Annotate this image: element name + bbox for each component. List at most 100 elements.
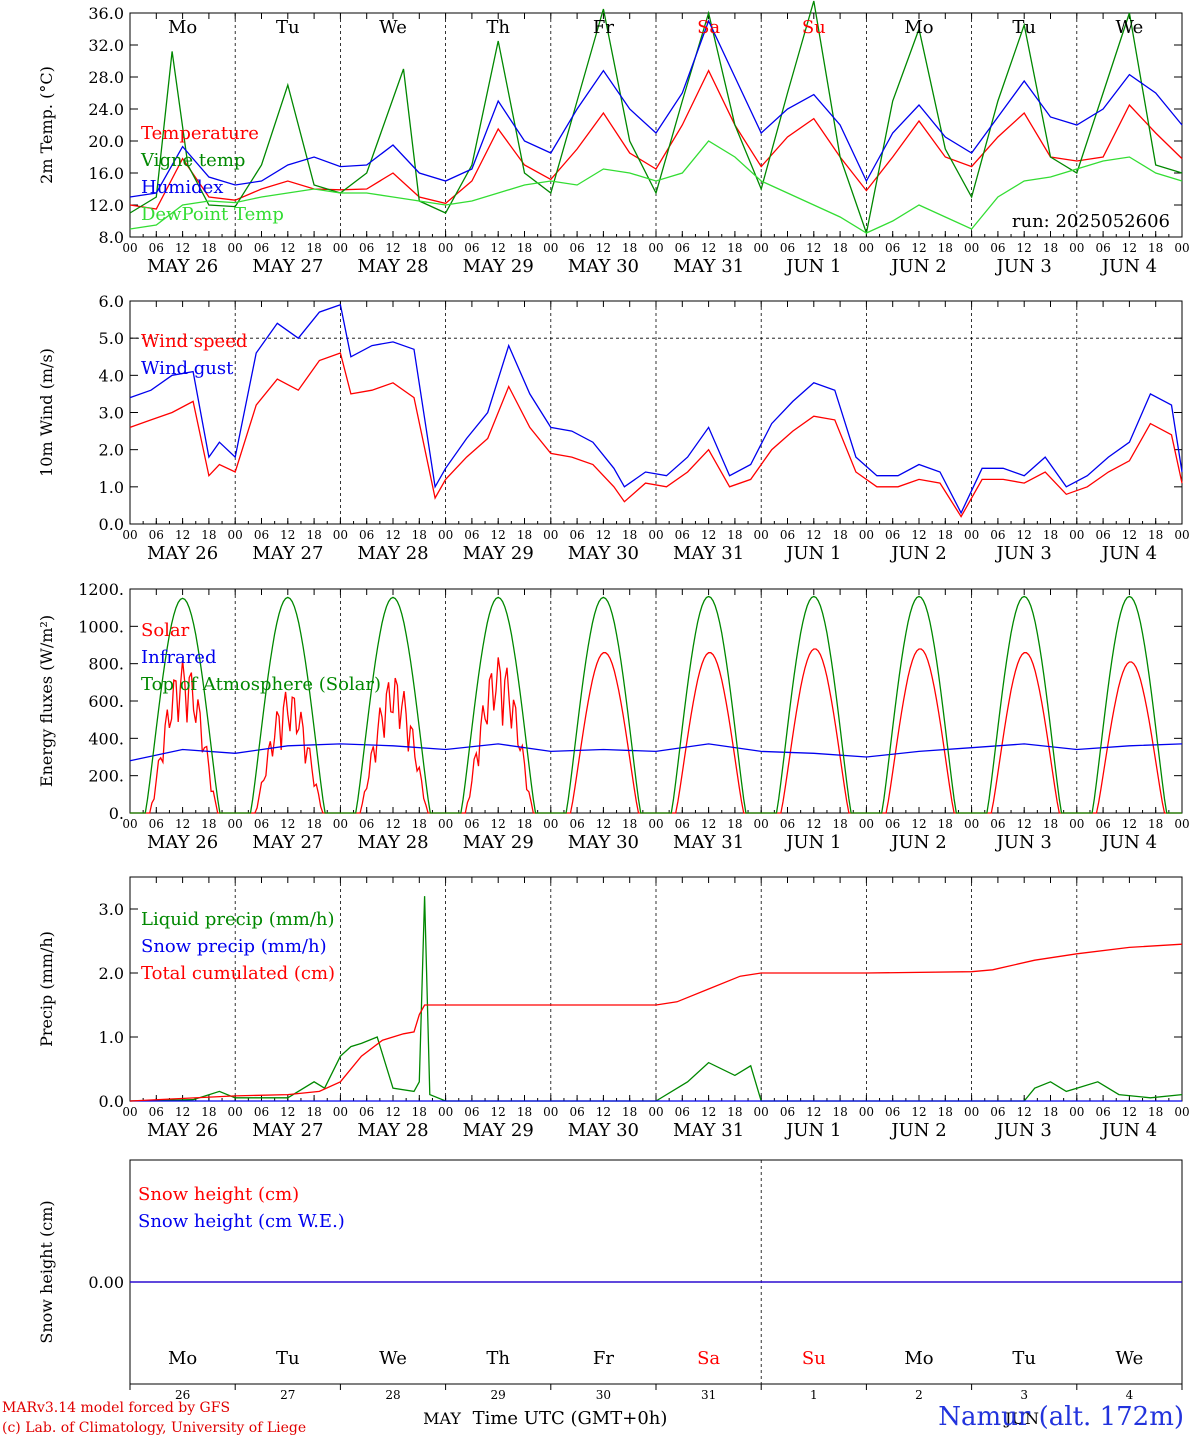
hour-tick-label: 06 [359, 817, 374, 831]
hour-tick-label: 18 [201, 241, 216, 255]
hour-tick-label: 18 [832, 817, 847, 831]
y-axis-label: 10m Wind (m/s) [37, 348, 56, 477]
hour-tick-label: 18 [412, 1105, 427, 1119]
hour-tick-label: 00 [333, 817, 348, 831]
hour-tick-label: 12 [701, 817, 716, 831]
day-of-week-label: Mo [904, 1348, 933, 1369]
hour-tick-label: 00 [438, 817, 453, 831]
series-line-dewpoint-temp [129, 140, 1183, 234]
hour-tick-label: 18 [727, 241, 742, 255]
day-number-label: 31 [701, 1388, 716, 1402]
day-of-week-label: We [1116, 1348, 1144, 1369]
day-of-week-label: Mo [168, 17, 197, 38]
hour-tick-label: 06 [1095, 1105, 1110, 1119]
hour-tick-label: 06 [464, 817, 479, 831]
date-label: JUN 2 [889, 1120, 946, 1141]
hour-tick-label: 06 [149, 241, 164, 255]
date-label: JUN 1 [784, 543, 841, 564]
y-tick-label: 3.0 [99, 404, 124, 423]
hour-tick-label: 18 [306, 528, 321, 542]
hour-tick-label: 12 [1122, 817, 1137, 831]
hour-tick-label: 18 [622, 1105, 637, 1119]
series-line-vigne-temp [129, 0, 1183, 236]
hour-tick-label: 00 [1174, 1105, 1189, 1119]
date-label: MAY 27 [252, 256, 323, 277]
y-axis-label: 2m Temp. (°C) [37, 66, 56, 184]
hour-tick-label: 00 [228, 1105, 243, 1119]
hour-tick-label: 12 [175, 817, 190, 831]
hour-tick-label: 00 [1069, 1105, 1084, 1119]
day-of-week-label: We [1116, 17, 1144, 38]
hour-tick-label: 18 [517, 817, 532, 831]
hour-tick-label: 18 [938, 241, 953, 255]
hour-tick-label: 12 [1017, 241, 1032, 255]
legend-entry: Wind speed [141, 331, 247, 352]
hour-tick-label: 18 [201, 817, 216, 831]
hour-tick-label: 18 [1043, 817, 1058, 831]
hour-tick-label: 06 [990, 241, 1005, 255]
y-tick-label: 400. [88, 729, 124, 748]
date-label: MAY 30 [568, 832, 639, 853]
date-label: MAY 31 [673, 1120, 744, 1141]
hour-tick-label: 06 [359, 528, 374, 542]
series-line-top-of-atmosphere-solar- [130, 595, 1182, 814]
hour-tick-label: 06 [464, 241, 479, 255]
hour-tick-label: 12 [911, 241, 926, 255]
hour-tick-label: 18 [517, 1105, 532, 1119]
hour-tick-label: 00 [122, 528, 137, 542]
legend-entry: Total cumulated (cm) [141, 963, 335, 984]
hour-tick-label: 06 [675, 241, 690, 255]
hour-tick-label: 06 [254, 528, 269, 542]
hour-tick-label: 18 [1043, 241, 1058, 255]
y-tick-label: 12.0 [88, 196, 124, 215]
day-of-week-label: Su [802, 17, 826, 38]
y-axis-label: Energy fluxes (W/m²) [37, 615, 56, 787]
y-tick-label: 6.0 [99, 292, 124, 311]
y-tick-label: 5.0 [99, 329, 124, 348]
y-tick-label: 36.0 [88, 4, 124, 23]
hour-tick-label: 12 [175, 1105, 190, 1119]
date-label: MAY 31 [673, 832, 744, 853]
hour-tick-label: 06 [359, 1105, 374, 1119]
date-label: MAY 26 [147, 832, 218, 853]
y-tick-label: 1200. [78, 580, 124, 599]
hour-tick-label: 12 [806, 817, 821, 831]
panel-frame-2 [129, 588, 1183, 814]
date-label: MAY 30 [568, 1120, 639, 1141]
hour-tick-label: 06 [569, 528, 584, 542]
hour-tick-label: 06 [990, 528, 1005, 542]
hour-tick-label: 12 [385, 817, 400, 831]
date-label: MAY 29 [463, 543, 534, 564]
hour-tick-label: 12 [280, 528, 295, 542]
series-line-wind-speed [129, 352, 1183, 518]
hour-tick-label: 18 [412, 528, 427, 542]
hour-tick-label: 06 [780, 528, 795, 542]
hour-tick-label: 12 [596, 241, 611, 255]
hour-tick-label: 00 [122, 241, 137, 255]
hour-tick-label: 12 [175, 241, 190, 255]
y-axis-label: Precip (mm/h) [37, 931, 56, 1047]
hour-tick-label: 06 [254, 1105, 269, 1119]
hour-tick-label: 18 [727, 528, 742, 542]
hour-tick-label: 06 [1095, 817, 1110, 831]
hour-tick-label: 06 [254, 241, 269, 255]
day-number-label: 4 [1126, 1388, 1134, 1402]
hour-tick-label: 18 [832, 528, 847, 542]
day-number-label: 26 [175, 1388, 190, 1402]
hour-tick-label: 06 [780, 241, 795, 255]
date-label: JUN 3 [995, 832, 1052, 853]
date-label: JUN 3 [995, 256, 1052, 277]
x-axis-label: Time UTC (GMT+0h) [473, 1408, 668, 1429]
y-tick-label: 2.0 [99, 441, 124, 460]
series-line-infrared [129, 743, 1183, 762]
date-label: MAY 28 [357, 543, 428, 564]
hour-tick-label: 18 [938, 817, 953, 831]
run-label: run: 2025052606 [1012, 211, 1170, 232]
hour-tick-label: 18 [201, 1105, 216, 1119]
date-label: JUN 1 [784, 256, 841, 277]
date-label: MAY 28 [357, 256, 428, 277]
day-of-week-label: Tu [1012, 17, 1036, 38]
hour-tick-label: 18 [306, 241, 321, 255]
hour-tick-label: 18 [412, 241, 427, 255]
hour-tick-label: 18 [412, 817, 427, 831]
